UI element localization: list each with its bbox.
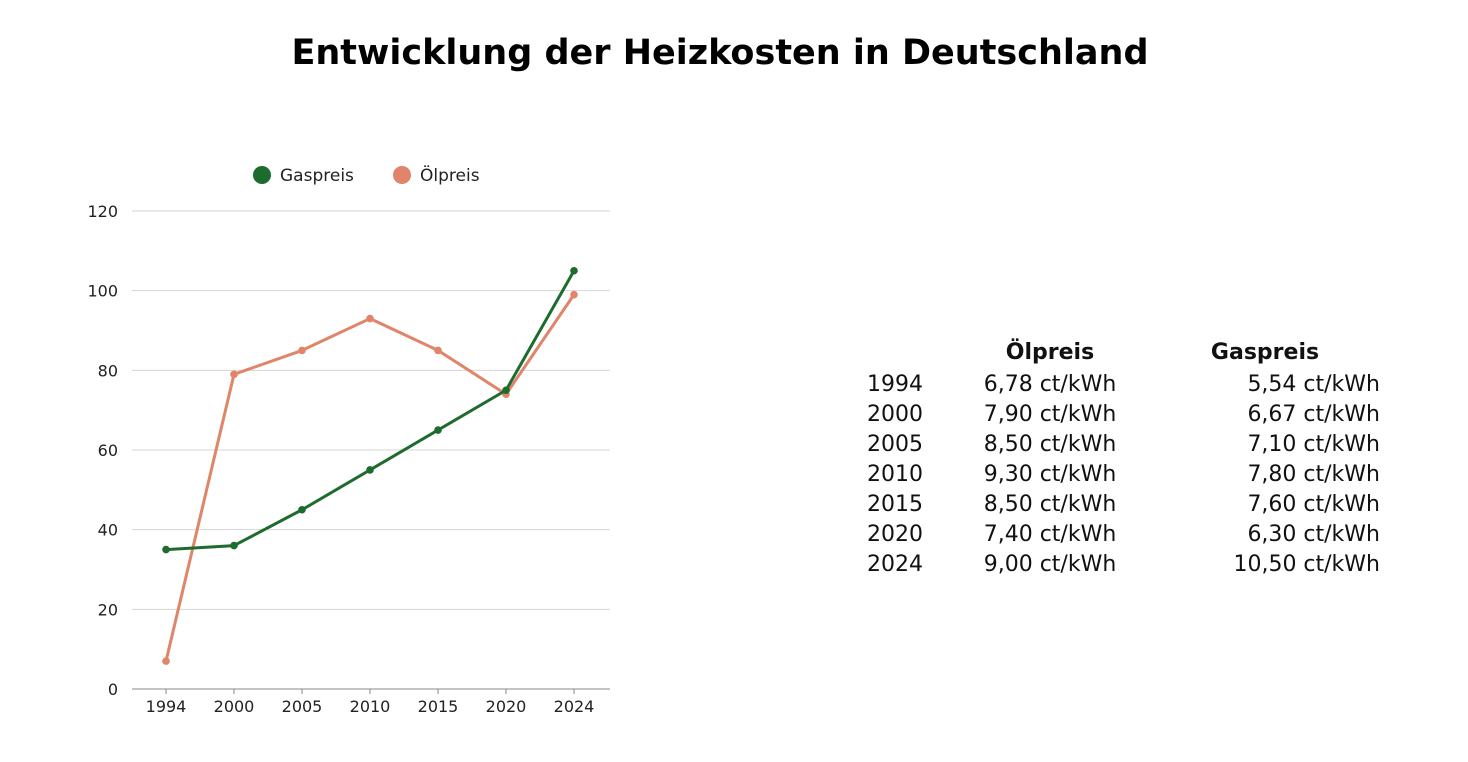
- table-row: 1994 6,78 ct/kWh 5,54 ct/kWh: [840, 370, 1380, 400]
- y-tick-label: 120: [87, 202, 118, 221]
- data-point-oil: [434, 346, 442, 355]
- data-point-gas: [434, 426, 442, 434]
- table-row: 2020 7,40 ct/kWh 6,30 ct/kWh: [840, 520, 1380, 550]
- table-row: 2000 7,90 ct/kWh 6,67 ct/kWh: [840, 400, 1380, 430]
- data-point-gas: [366, 466, 374, 474]
- x-tick-label: 1994: [146, 697, 187, 716]
- cell-year: 1994: [867, 372, 923, 397]
- cell-year: 2024: [867, 552, 923, 577]
- legend-label-gas: Gaspreis: [280, 166, 354, 186]
- cell-gas-price: 10,50 ct/kWh: [1233, 552, 1380, 577]
- y-tick-label: 100: [87, 282, 118, 301]
- cell-year: 2015: [867, 492, 923, 517]
- legend-marker-oil: [393, 166, 411, 184]
- data-point-gas: [570, 266, 578, 275]
- table-row: 2005 8,50 ct/kWh 7,10 ct/kWh: [840, 430, 1380, 460]
- data-point-gas: [162, 545, 170, 554]
- table-row: 2015 8,50 ct/kWh 7,60 ct/kWh: [840, 490, 1380, 520]
- data-point-gas: [502, 386, 510, 395]
- cell-oil-price: 7,40 ct/kWh: [983, 522, 1117, 547]
- data-point-oil: [366, 314, 374, 323]
- cell-oil-price: 8,50 ct/kWh: [983, 432, 1117, 457]
- header-year: [840, 340, 950, 370]
- legend-label-oil: Ölpreis: [420, 164, 480, 186]
- y-tick-label: 60: [98, 441, 118, 460]
- cell-gas-price: 6,30 ct/kWh: [1247, 522, 1380, 547]
- x-tick-label: 2020: [486, 697, 527, 716]
- header-gas-price: Gaspreis: [1210, 340, 1320, 365]
- data-point-oil: [298, 346, 306, 355]
- data-point-gas: [230, 541, 238, 550]
- data-point-oil: [570, 290, 578, 299]
- cell-oil-price: 9,00 ct/kWh: [983, 552, 1117, 577]
- cell-gas-price: 7,80 ct/kWh: [1247, 462, 1380, 487]
- cell-oil-price: 8,50 ct/kWh: [983, 492, 1117, 517]
- series-line-oil: [164, 293, 576, 662]
- legend-marker-gas: [253, 166, 271, 184]
- table-header-row: Ölpreis Gaspreis: [840, 340, 1380, 370]
- cell-year: 2010: [867, 462, 923, 487]
- series-line-gas: [165, 270, 576, 552]
- cell-gas-price: 7,60 ct/kWh: [1247, 492, 1380, 517]
- data-point-oil: [230, 370, 238, 379]
- table-row: 2010 9,30 ct/kWh 7,80 ct/kWh: [840, 460, 1380, 490]
- cell-oil-price: 6,78 ct/kWh: [983, 372, 1117, 397]
- price-table: Ölpreis Gaspreis 1994 6,78 ct/kWh 5,54 c…: [840, 340, 1380, 580]
- cell-gas-price: 6,67 ct/kWh: [1247, 402, 1380, 427]
- header-oil-price: Ölpreis: [1005, 340, 1095, 365]
- x-tick-label: 2015: [418, 697, 459, 716]
- cell-oil-price: 7,90 ct/kWh: [983, 402, 1117, 427]
- legend: Gaspreis Ölpreis: [253, 164, 480, 186]
- x-tick-label: 2005: [282, 697, 323, 716]
- x-tick-label: 2000: [214, 697, 255, 716]
- cell-oil-price: 9,30 ct/kWh: [983, 462, 1117, 487]
- table-row: 2024 9,00 ct/kWh 10,50 ct/kWh: [840, 550, 1380, 580]
- cell-year: 2000: [867, 402, 923, 427]
- cell-year: 2005: [867, 432, 923, 457]
- grid-lines: [132, 210, 610, 610]
- x-tick-label: 2010: [350, 697, 391, 716]
- data-point-oil: [162, 657, 170, 665]
- cell-gas-price: 7,10 ct/kWh: [1247, 432, 1380, 457]
- y-tick-label: 20: [98, 600, 118, 619]
- y-tick-label: 0: [108, 680, 118, 699]
- series: [162, 266, 578, 665]
- data-point-gas: [298, 505, 306, 514]
- y-tick-label: 40: [98, 521, 118, 540]
- cell-gas-price: 5,54 ct/kWh: [1247, 372, 1380, 397]
- page-title: Entwicklung der Heizkosten in Deutschlan…: [291, 33, 1149, 73]
- axes: 0 20 40 60 80 100 120 1994 2000 2005 2010 2015 2020 2…: [87, 202, 610, 716]
- cell-year: 2020: [867, 522, 923, 547]
- y-tick-label: 80: [98, 361, 118, 380]
- x-tick-label: 2024: [554, 697, 595, 716]
